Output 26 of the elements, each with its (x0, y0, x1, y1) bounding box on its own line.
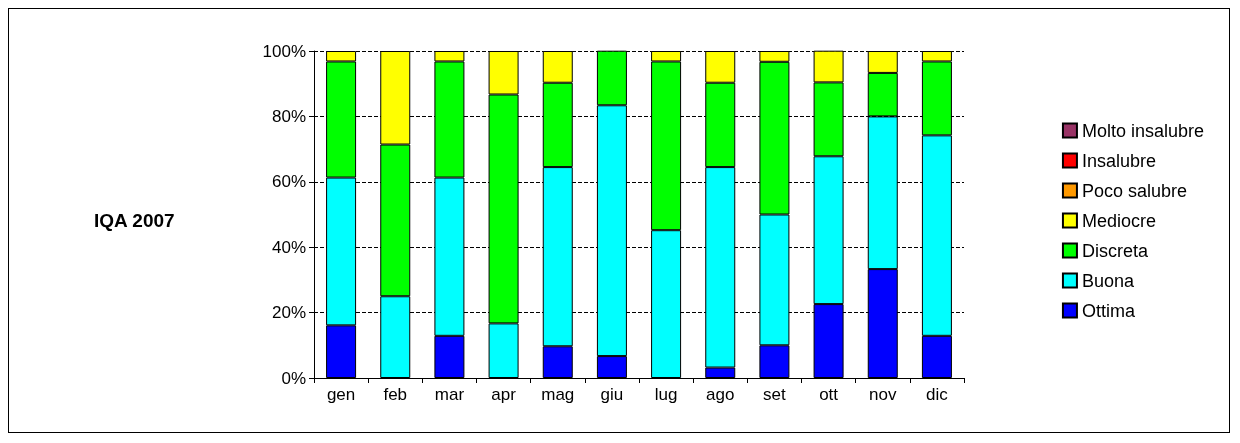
x-tick-label: set (763, 385, 787, 404)
legend-label: Discreta (1081, 240, 1149, 261)
x-tick-label: lug (654, 385, 678, 404)
legend-label: Poco salubre (1081, 180, 1188, 201)
legend-label: Buona (1081, 270, 1135, 291)
y-tick-label: 60% (271, 172, 306, 192)
x-tick-label: mar (434, 385, 465, 404)
y-tick-label: 20% (271, 303, 306, 323)
y-tick-label: 100% (262, 41, 306, 61)
text: IQA 2007 (94, 210, 175, 231)
x-tick-label: ago (706, 385, 735, 404)
legend-label: Ottima (1081, 300, 1136, 321)
x-tick-label: nov (869, 385, 897, 404)
legend-label: Molto insalubre (1081, 120, 1204, 141)
x-tick-label: gen (326, 385, 356, 404)
y-tick-label: 0% (281, 368, 306, 388)
legend-label: Mediocre (1081, 210, 1156, 231)
legend-label: Insalubre (1081, 150, 1156, 171)
x-tick-label: feb (383, 385, 408, 404)
x-tick-label: dic (926, 385, 949, 404)
x-tick-label: giu (600, 385, 624, 404)
x-tick-label: apr (491, 385, 517, 404)
x-tick-label: ott (819, 385, 839, 404)
x-tick-label: mag (541, 385, 575, 404)
y-tick-label: 80% (271, 106, 306, 126)
y-tick-label: 40% (271, 237, 306, 257)
